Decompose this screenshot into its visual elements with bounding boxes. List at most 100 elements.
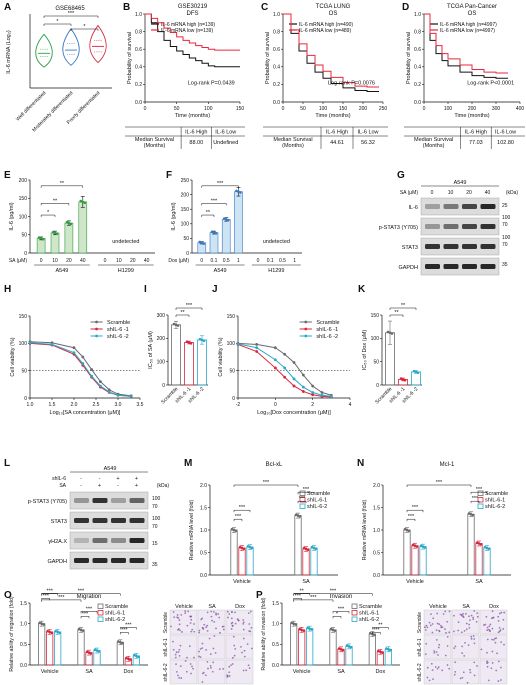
stained-cell: [189, 622, 192, 624]
y-tick-label: 150: [181, 207, 190, 213]
stained-cell: [248, 630, 251, 632]
stained-cell: [469, 671, 472, 674]
significance-label: ***: [121, 627, 128, 633]
data-point: [308, 627, 311, 630]
x-axis-label: Time (months): [454, 113, 489, 119]
y-tick-label: 1.5: [373, 505, 380, 511]
bar: [298, 629, 306, 666]
image-row-label: shIL-6-2: [417, 663, 423, 682]
legend-entry: shIL-6-2: [485, 504, 505, 510]
stained-cell: [210, 610, 213, 613]
transwell-image: [423, 659, 452, 685]
transwell-image: [197, 659, 226, 685]
y-tick-label: 0: [232, 396, 235, 402]
blot-band: [425, 224, 440, 229]
stained-cell: [250, 647, 253, 650]
significance-label: ***: [211, 198, 218, 204]
data-point: [467, 512, 471, 515]
data-point: [127, 657, 130, 661]
data-point: [189, 342, 193, 345]
stained-cell: [492, 638, 495, 641]
bar: [171, 324, 181, 386]
dose-label: 0: [104, 258, 107, 264]
image-column-label: SA: [208, 604, 216, 610]
stained-cell: [248, 667, 251, 669]
stained-cell: [465, 622, 468, 625]
stained-cell: [462, 612, 464, 615]
stained-cell: [226, 676, 229, 678]
stained-cell: [491, 638, 493, 641]
data-point: [81, 200, 85, 204]
stained-cell: [172, 640, 174, 643]
x-tick-label: 100: [204, 106, 213, 112]
bar: [302, 548, 310, 576]
y-tick-label: 0.6: [273, 47, 280, 53]
y-tick-label: 0.2: [414, 82, 421, 88]
x-parameter-label: Dox (μM): [168, 258, 189, 264]
panel-letter: G: [397, 170, 405, 181]
dose-label: 0.5: [279, 258, 286, 264]
data-point: [386, 330, 390, 334]
panel-letter: M: [184, 458, 192, 469]
significance-label: *: [336, 611, 339, 617]
data-point: [292, 377, 296, 381]
data-point: [129, 658, 132, 661]
x-axis-label: Time (months): [315, 113, 350, 119]
y-axis-label: IL-6 (pg/ml): [171, 202, 177, 230]
stained-cell: [201, 647, 204, 650]
y-tick-label: 0.8: [273, 29, 280, 35]
kda-marker: 35: [152, 562, 158, 568]
y-tick-label: 0.6: [135, 47, 142, 53]
blot-membrane: [69, 511, 149, 530]
legend-entry: shIL-6-2: [307, 504, 327, 510]
y-tick-label: 100: [157, 359, 166, 365]
y-tick-label: 150: [19, 314, 28, 320]
significance-label: ***: [472, 496, 479, 502]
significance-label: **: [53, 198, 58, 204]
kda-marker: 70: [152, 504, 158, 510]
data-point: [320, 393, 324, 397]
panel-letter: N: [357, 458, 364, 469]
stained-cell: [198, 655, 200, 658]
stained-cell: [437, 666, 440, 669]
y-tick-label: 0.4: [414, 65, 421, 71]
group-label: Dox: [123, 669, 133, 675]
dose-label: 1: [237, 258, 240, 264]
group-label: H1299: [118, 268, 134, 274]
data-point: [283, 352, 287, 356]
stained-cell: [243, 655, 246, 658]
data-point: [421, 545, 425, 548]
stained-cell: [180, 677, 183, 679]
data-point: [369, 631, 372, 635]
stained-cell: [178, 648, 181, 651]
stained-cell: [486, 662, 488, 665]
data-point: [246, 545, 250, 548]
panel-letter: H: [4, 284, 11, 295]
table-value: Undefined: [213, 140, 238, 146]
dose-response-curve: [237, 343, 332, 397]
kda-marker: 100: [502, 235, 511, 241]
survival-curve: [145, 13, 240, 51]
stained-cell: [205, 649, 208, 651]
blot-band: [129, 498, 145, 503]
data-point: [212, 231, 216, 234]
dose-label: 40: [485, 190, 491, 196]
data-point: [222, 217, 226, 220]
stained-cell: [486, 660, 488, 663]
stained-cell: [453, 630, 455, 633]
data-point: [292, 384, 296, 388]
kda-marker: 100: [502, 215, 511, 221]
stained-cell: [438, 623, 441, 626]
stained-cell: [215, 627, 217, 630]
stained-cell: [230, 617, 233, 620]
x-parameter-label: SA (μM): [9, 258, 27, 264]
stained-cell: [198, 650, 200, 653]
legend-swatch: [351, 603, 358, 609]
data-point: [99, 384, 102, 388]
stained-cell: [189, 663, 192, 665]
y-tick-label: 250: [181, 178, 190, 184]
stained-cell: [425, 624, 428, 627]
data-point: [401, 378, 405, 381]
data-point: [242, 547, 246, 551]
blot-band: [462, 224, 477, 229]
